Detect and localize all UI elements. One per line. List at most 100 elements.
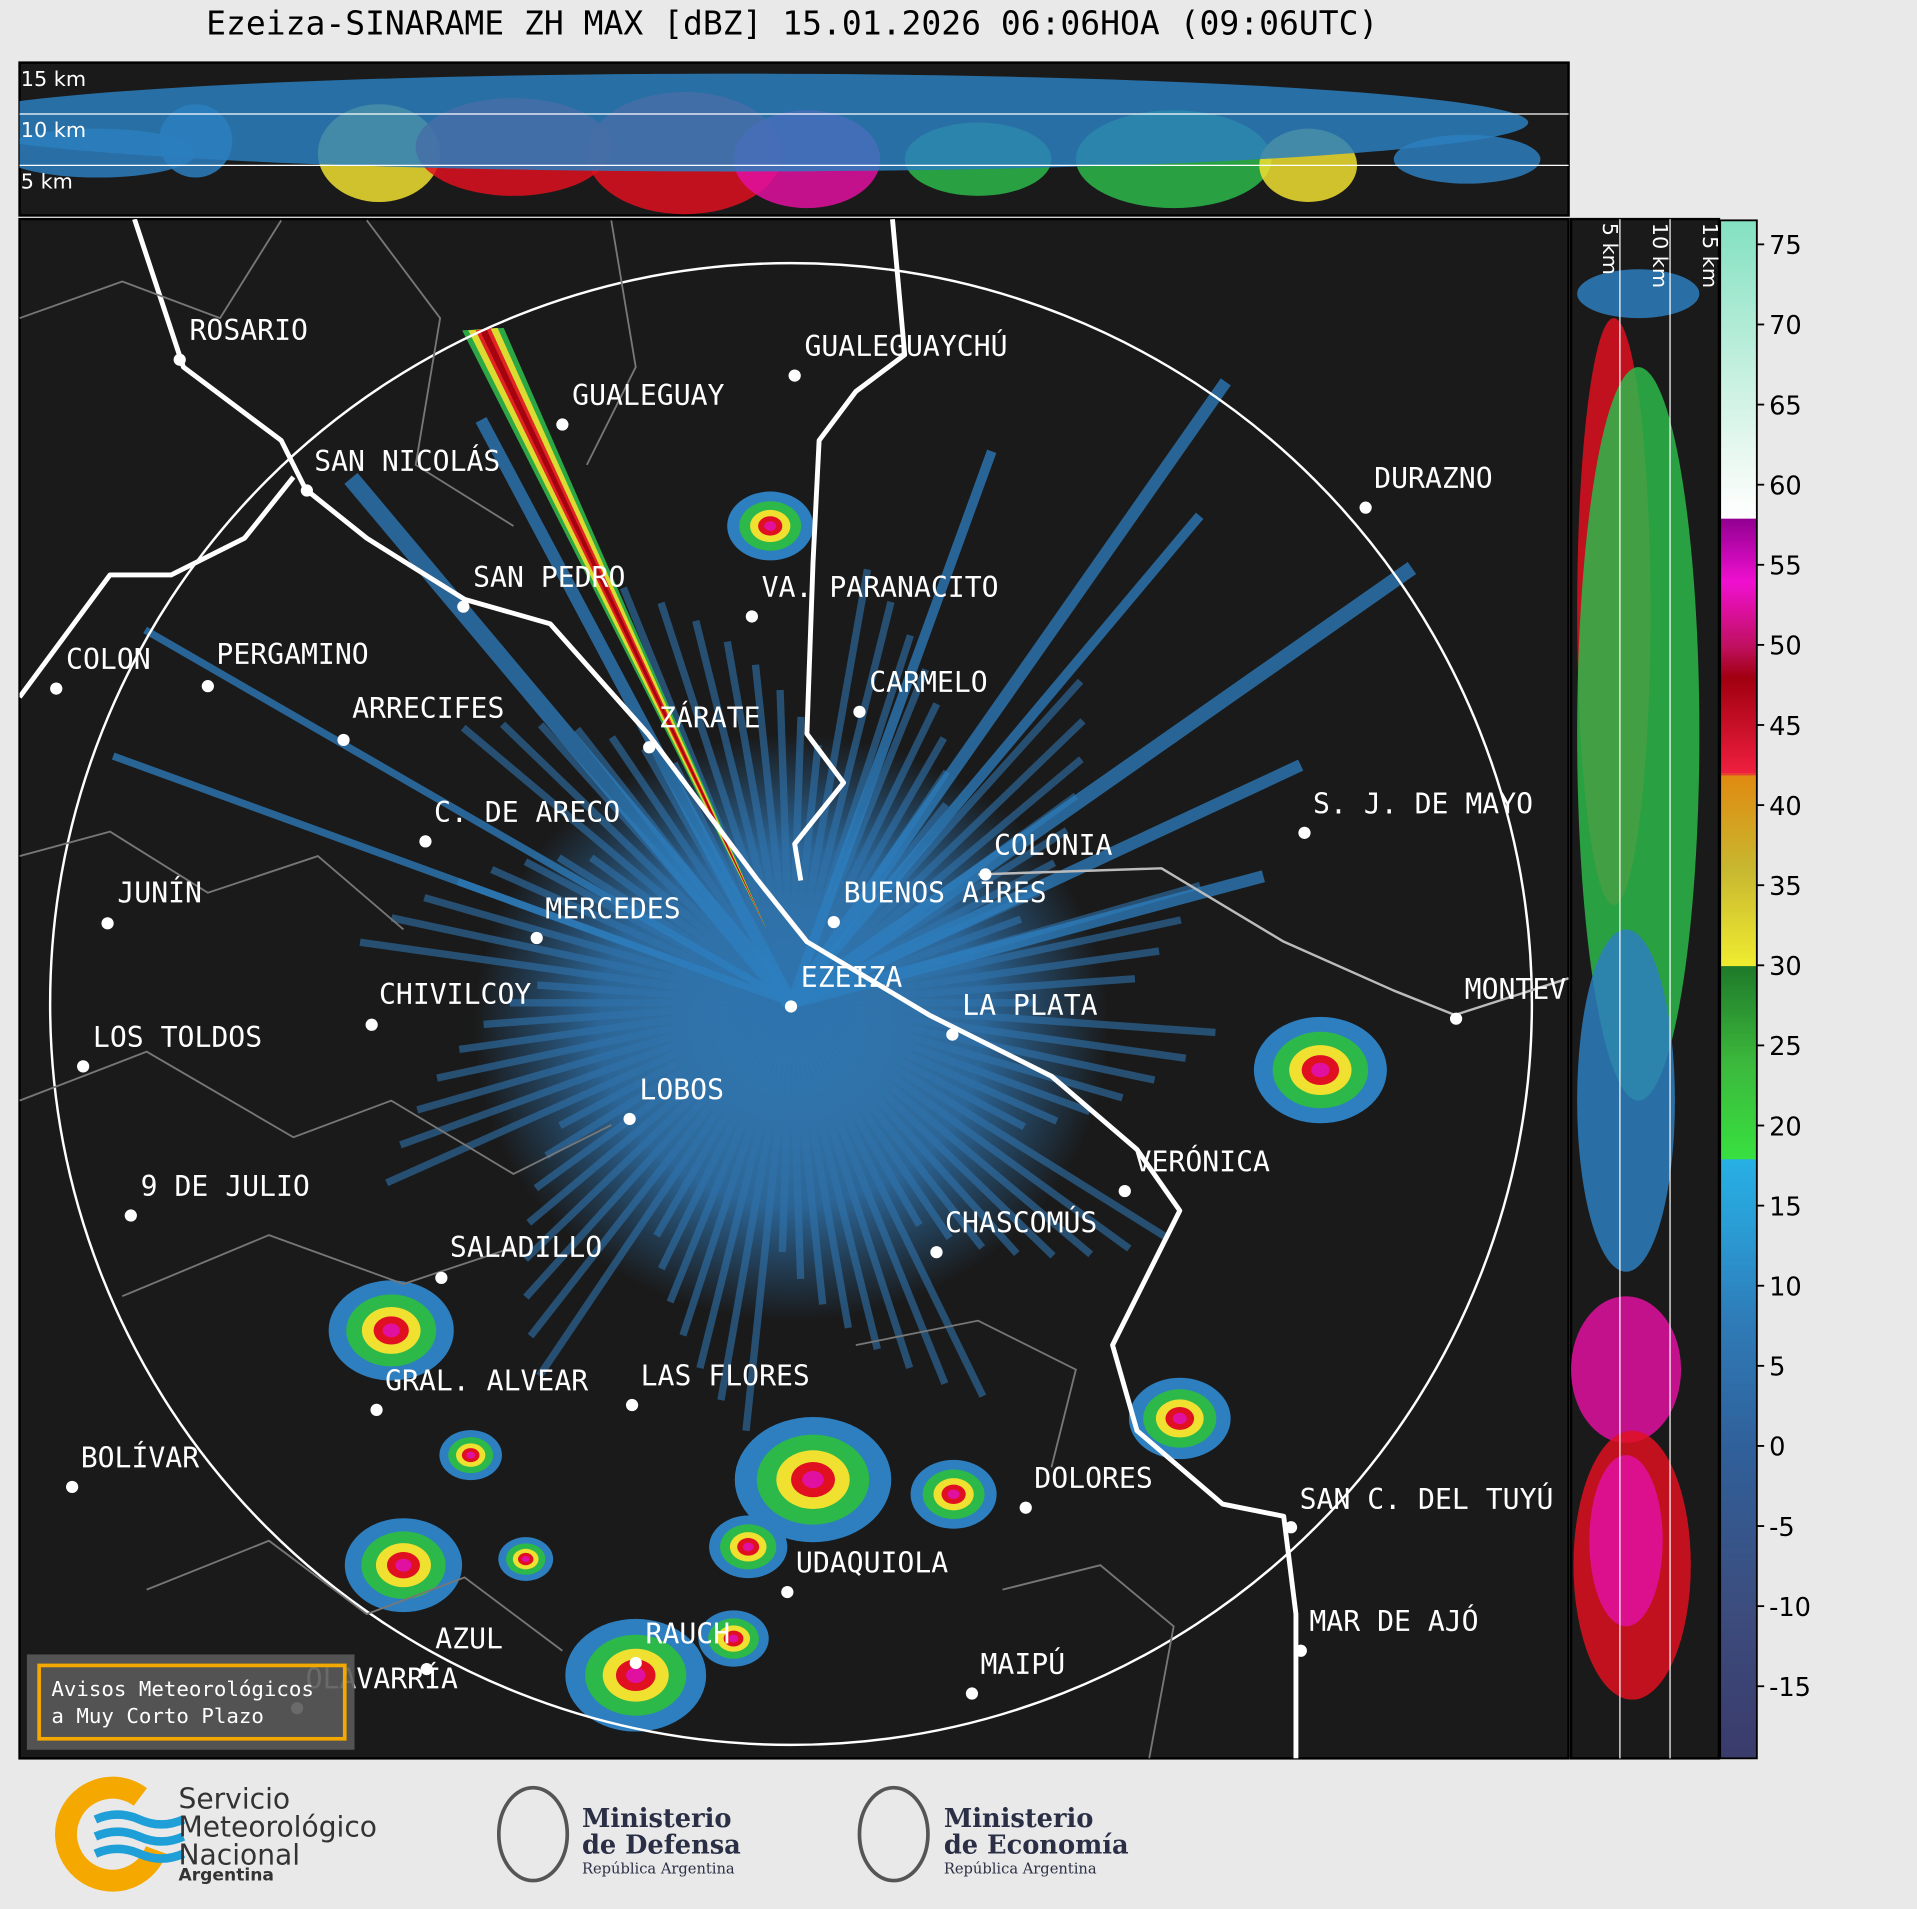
colorbar-band bbox=[1720, 1418, 1757, 1422]
colorbar-band bbox=[1720, 1406, 1757, 1410]
colorbar-band bbox=[1720, 1658, 1757, 1662]
colorbar-band bbox=[1720, 1416, 1757, 1420]
city-dot bbox=[101, 917, 114, 930]
city-dot bbox=[300, 484, 313, 497]
colorbar-band bbox=[1720, 599, 1757, 603]
radar-ray bbox=[790, 999, 1187, 1062]
colorbar-band bbox=[1720, 824, 1757, 828]
colorbar-band bbox=[1720, 582, 1757, 586]
colorbar-band bbox=[1720, 1076, 1757, 1080]
colorbar-band bbox=[1720, 1010, 1757, 1014]
colorbar-band bbox=[1720, 1596, 1757, 1601]
warning-text: a Muy Corto Plazo bbox=[51, 1704, 264, 1728]
colorbar-band bbox=[1720, 281, 1757, 285]
colorbar-band bbox=[1720, 733, 1757, 737]
colorbar-band bbox=[1720, 235, 1757, 239]
colorbar-band bbox=[1720, 1274, 1757, 1278]
colorbar-band bbox=[1720, 596, 1757, 600]
colorbar-band bbox=[1720, 499, 1757, 503]
colorbar-band bbox=[1720, 1462, 1757, 1466]
colorbar-band bbox=[1720, 310, 1757, 314]
colorbar-band bbox=[1720, 1396, 1757, 1400]
colorbar-tick-label: 25 bbox=[1769, 1032, 1802, 1062]
colorbar-band bbox=[1720, 1562, 1757, 1566]
colorbar-band bbox=[1720, 1176, 1757, 1180]
radar-ray bbox=[666, 1001, 795, 1304]
colorbar-band bbox=[1720, 459, 1757, 464]
colorbar-band bbox=[1720, 1332, 1757, 1336]
city-label: SALADILLO bbox=[450, 1231, 602, 1264]
warning-link[interactable]: Avisos Meteorológicos a Muy Corto Plazo bbox=[26, 1654, 355, 1750]
colorbar-band bbox=[1720, 1662, 1757, 1667]
colorbar-band bbox=[1720, 1675, 1757, 1679]
logo-text: Ministerio bbox=[582, 1804, 732, 1834]
colorbar-band bbox=[1720, 1310, 1757, 1314]
colorbar-band bbox=[1720, 1305, 1757, 1310]
coastline bbox=[792, 219, 908, 881]
radar-spike bbox=[475, 327, 767, 930]
colorbar-band bbox=[1720, 1379, 1757, 1383]
colorbar-band bbox=[1720, 423, 1757, 427]
height-label: 10 km bbox=[1648, 223, 1672, 288]
city-label: 9 DE JULIO bbox=[141, 1170, 310, 1203]
colorbar-band bbox=[1720, 1340, 1757, 1344]
colorbar-band bbox=[1720, 1540, 1757, 1544]
radar-ray bbox=[751, 664, 795, 1004]
colorbar-band bbox=[1720, 345, 1757, 349]
colorbar-band bbox=[1720, 1283, 1757, 1288]
height-label: 15 km bbox=[1698, 223, 1722, 288]
colorbar-band bbox=[1720, 1183, 1757, 1187]
colorbar-band bbox=[1720, 853, 1757, 857]
colorbar-band bbox=[1720, 1680, 1757, 1684]
colorbar-band bbox=[1720, 628, 1757, 632]
logo-subtext: República Argentina bbox=[582, 1860, 735, 1877]
colorbar-band bbox=[1720, 264, 1757, 268]
colorbar-band bbox=[1720, 1139, 1757, 1143]
colorbar-band bbox=[1720, 1574, 1757, 1579]
colorbar-band bbox=[1720, 1499, 1757, 1503]
radar-ray bbox=[696, 1001, 795, 1370]
colorbar-band bbox=[1720, 931, 1757, 935]
colorbar-band bbox=[1720, 1213, 1757, 1217]
radar-ray bbox=[787, 1001, 949, 1386]
colorbar-band bbox=[1720, 846, 1757, 850]
colorbar-band bbox=[1720, 819, 1757, 823]
colorbar-band bbox=[1720, 1589, 1757, 1593]
radar-ray bbox=[788, 1000, 1020, 1257]
colorbar-band bbox=[1720, 1257, 1757, 1261]
colorbar-band bbox=[1720, 743, 1757, 747]
colorbar-band bbox=[1720, 1007, 1757, 1011]
colorbar-band bbox=[1720, 1362, 1757, 1366]
colorbar-band bbox=[1720, 269, 1757, 273]
colorbar-band bbox=[1720, 237, 1757, 241]
radar-ray bbox=[787, 568, 872, 1004]
colorbar-band bbox=[1720, 978, 1757, 982]
radar-ray bbox=[789, 999, 1171, 1242]
colorbar-band bbox=[1720, 1357, 1757, 1361]
logo-waves bbox=[93, 1810, 186, 1863]
colorbar-band bbox=[1720, 1430, 1757, 1434]
colorbar-band bbox=[1720, 863, 1757, 867]
title: Ezeiza-SINARAME ZH MAX [dBZ] 15.01.2026 … bbox=[206, 4, 1378, 43]
colorbar-band bbox=[1720, 902, 1757, 906]
radar-ray bbox=[790, 999, 1156, 1084]
radar-ray bbox=[787, 600, 895, 1004]
colorbar-band bbox=[1720, 1709, 1757, 1713]
colorbar-band bbox=[1720, 1235, 1757, 1239]
radar-ray bbox=[787, 1001, 914, 1370]
colorbar-band bbox=[1720, 1614, 1757, 1618]
colorbar-band bbox=[1720, 1545, 1757, 1549]
echo-cell bbox=[742, 1542, 754, 1552]
colorbar-tick-label: 60 bbox=[1769, 471, 1802, 501]
colorbar-band bbox=[1720, 1743, 1757, 1747]
colorbar-band bbox=[1720, 286, 1757, 290]
colorbar-band bbox=[1720, 428, 1757, 432]
colorbar-band bbox=[1720, 1271, 1757, 1275]
colorbar-band bbox=[1720, 1279, 1757, 1283]
colorbar-band bbox=[1720, 1606, 1757, 1610]
colorbar-band bbox=[1720, 1132, 1757, 1136]
colorbar-band bbox=[1720, 1330, 1757, 1334]
colorbar-band bbox=[1720, 655, 1757, 659]
colorbar-band bbox=[1720, 1447, 1757, 1451]
colorbar-band bbox=[1720, 1125, 1757, 1129]
